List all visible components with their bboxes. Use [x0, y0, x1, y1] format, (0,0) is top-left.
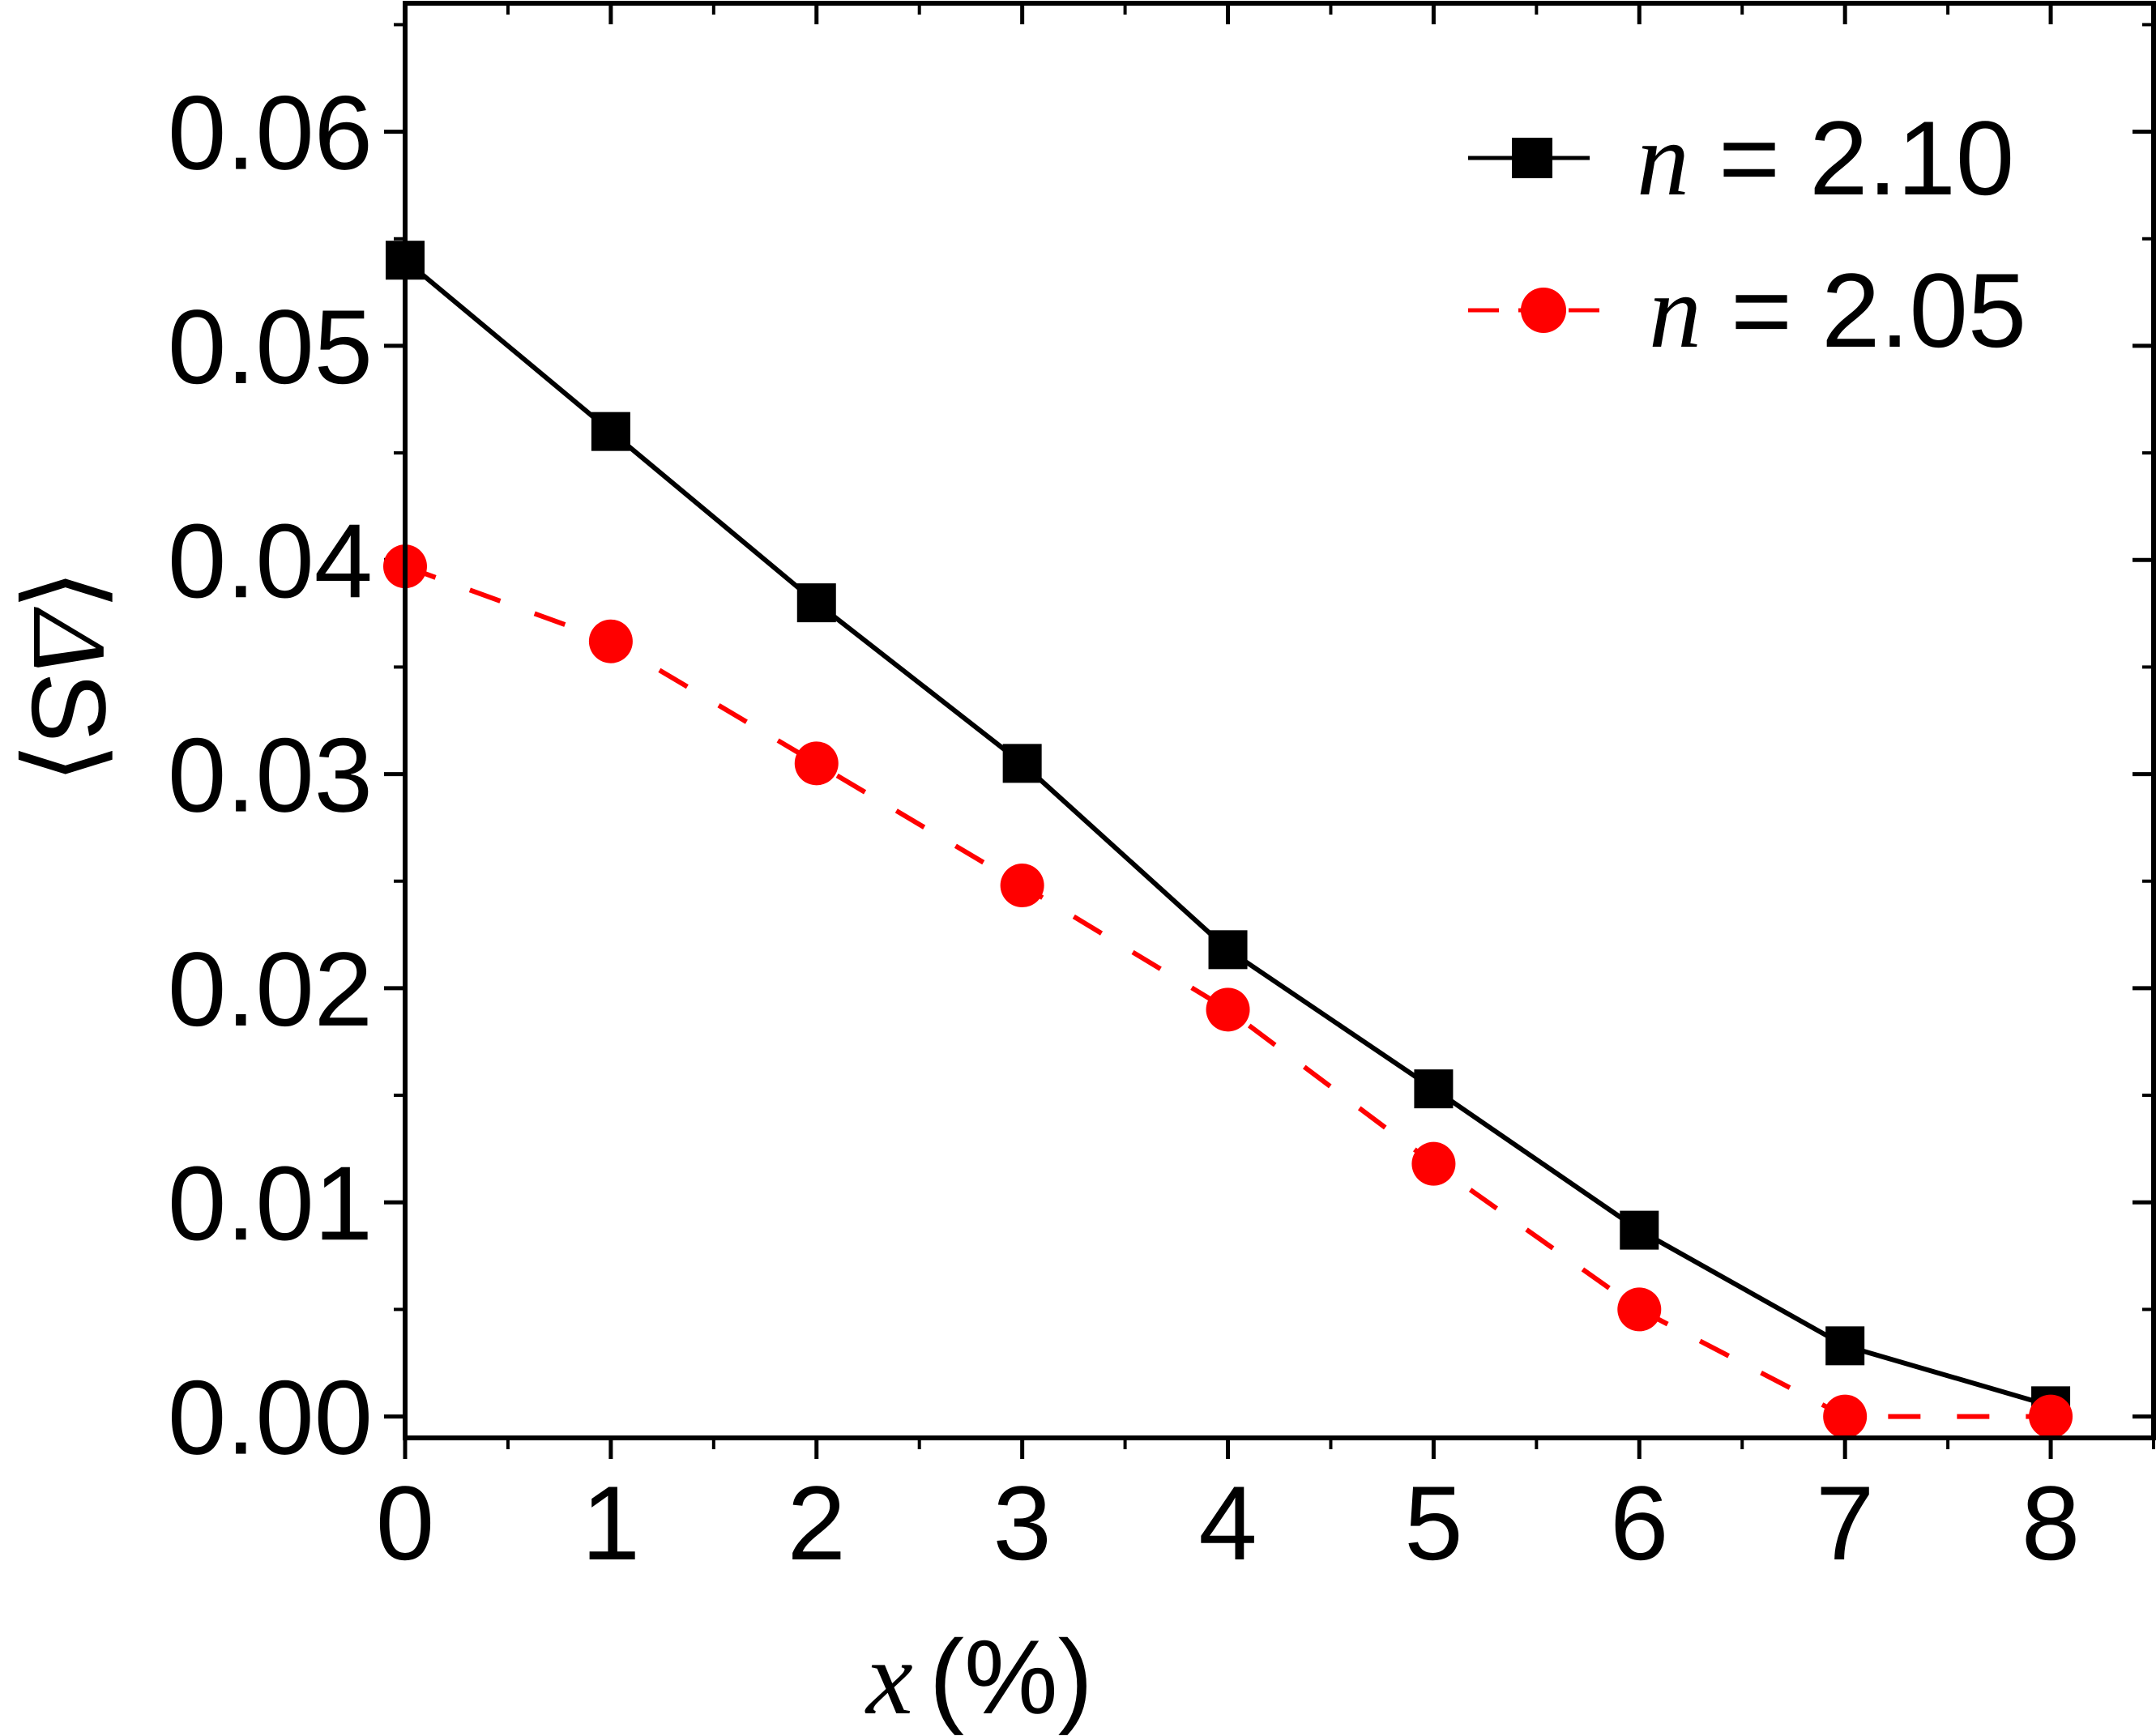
- y-tick-label: 0.01: [168, 1144, 373, 1262]
- y-tick-label: 0.05: [168, 288, 373, 406]
- ticks-layer: [384, 3, 2155, 1459]
- legend-label-var-n-2-05: n: [1649, 254, 1701, 370]
- data-point-n-2-05: [1206, 987, 1250, 1032]
- data-point-n-2-10: [1620, 1210, 1659, 1250]
- svg-text:n = 2.05: n = 2.05: [1649, 251, 2026, 370]
- x-tick-label: 0: [376, 1464, 434, 1582]
- y-tick-label: 0.02: [168, 930, 373, 1048]
- data-point-n-2-10: [591, 412, 630, 451]
- legend-marker-n-2-05: [1521, 288, 1566, 333]
- data-point-n-2-10: [1825, 1326, 1865, 1366]
- y-tick-label: 0.06: [168, 74, 373, 192]
- series-n-2-05: [383, 544, 2073, 1439]
- series-line-n-2-05: [403, 564, 2051, 1419]
- plot-frame: [403, 1, 2156, 1440]
- y-tick-label: 0.00: [168, 1359, 373, 1477]
- y-tick-label: 0.03: [168, 716, 373, 834]
- legend-entry-n-2-10: n = 2.10: [1468, 99, 2014, 218]
- x-tick-label: 3: [993, 1464, 1051, 1582]
- data-point-n-2-05: [1000, 864, 1044, 908]
- series-n-2-10: [386, 241, 2071, 1426]
- x-tick-label: 6: [1610, 1464, 1668, 1582]
- data-point-n-2-05: [2029, 1394, 2073, 1439]
- x-tick-label: 2: [788, 1464, 846, 1582]
- y-axis-title: ⟨ΔS⟩: [10, 569, 128, 783]
- data-point-n-2-05: [794, 741, 839, 786]
- legend-entry-n-2-05: n = 2.05: [1468, 251, 2026, 370]
- data-point-n-2-10: [796, 583, 836, 623]
- legend-label-value-n-2-05: = 2.05: [1701, 251, 2026, 369]
- data-point-n-2-10: [1414, 1069, 1454, 1109]
- x-tick-label: 1: [582, 1464, 640, 1582]
- legend-label-var-n-2-10: n: [1637, 101, 1689, 218]
- x-tick-label: 7: [1816, 1464, 1874, 1582]
- data-point-n-2-05: [1617, 1287, 1662, 1332]
- legend-label-value-n-2-10: = 2.10: [1689, 99, 2014, 217]
- svg-text:⟨ΔS⟩: ⟨ΔS⟩: [10, 569, 128, 783]
- data-point-n-2-05: [588, 619, 633, 663]
- y-axis-close-bracket: ⟩: [10, 743, 128, 784]
- legend: n = 2.10 n = 2.05: [1468, 99, 2026, 370]
- x-tick-label: 4: [1198, 1464, 1257, 1582]
- x-tick-label: 5: [1404, 1464, 1462, 1582]
- data-point-n-2-10: [1208, 930, 1248, 970]
- x-axis-title: x (%): [865, 1618, 1093, 1736]
- y-axis-subscript: S: [10, 672, 128, 743]
- y-tick-label: 0.04: [168, 501, 373, 620]
- data-point-n-2-05: [1411, 1141, 1456, 1186]
- series-line-n-2-10: [403, 258, 2051, 1409]
- data-point-n-2-05: [1823, 1394, 1868, 1439]
- x-tick-label: 8: [2022, 1464, 2080, 1582]
- legend-marker-n-2-10: [1512, 138, 1552, 178]
- series-layer: [383, 241, 2073, 1439]
- tick-labels: 0 1 2 3 4 5 6 7 8 0.00 0.01 0.02 0.03 0.04 0.05 0.06: [168, 74, 2080, 1582]
- y-axis-open-bracket: ⟨: [10, 569, 128, 611]
- data-point-n-2-10: [1002, 744, 1042, 783]
- x-axis-variable: x: [865, 1620, 913, 1736]
- y-axis-symbol: Δ: [11, 606, 127, 672]
- svg-text:n = 2.10: n = 2.10: [1637, 99, 2014, 218]
- x-axis-unit: (%): [929, 1618, 1093, 1736]
